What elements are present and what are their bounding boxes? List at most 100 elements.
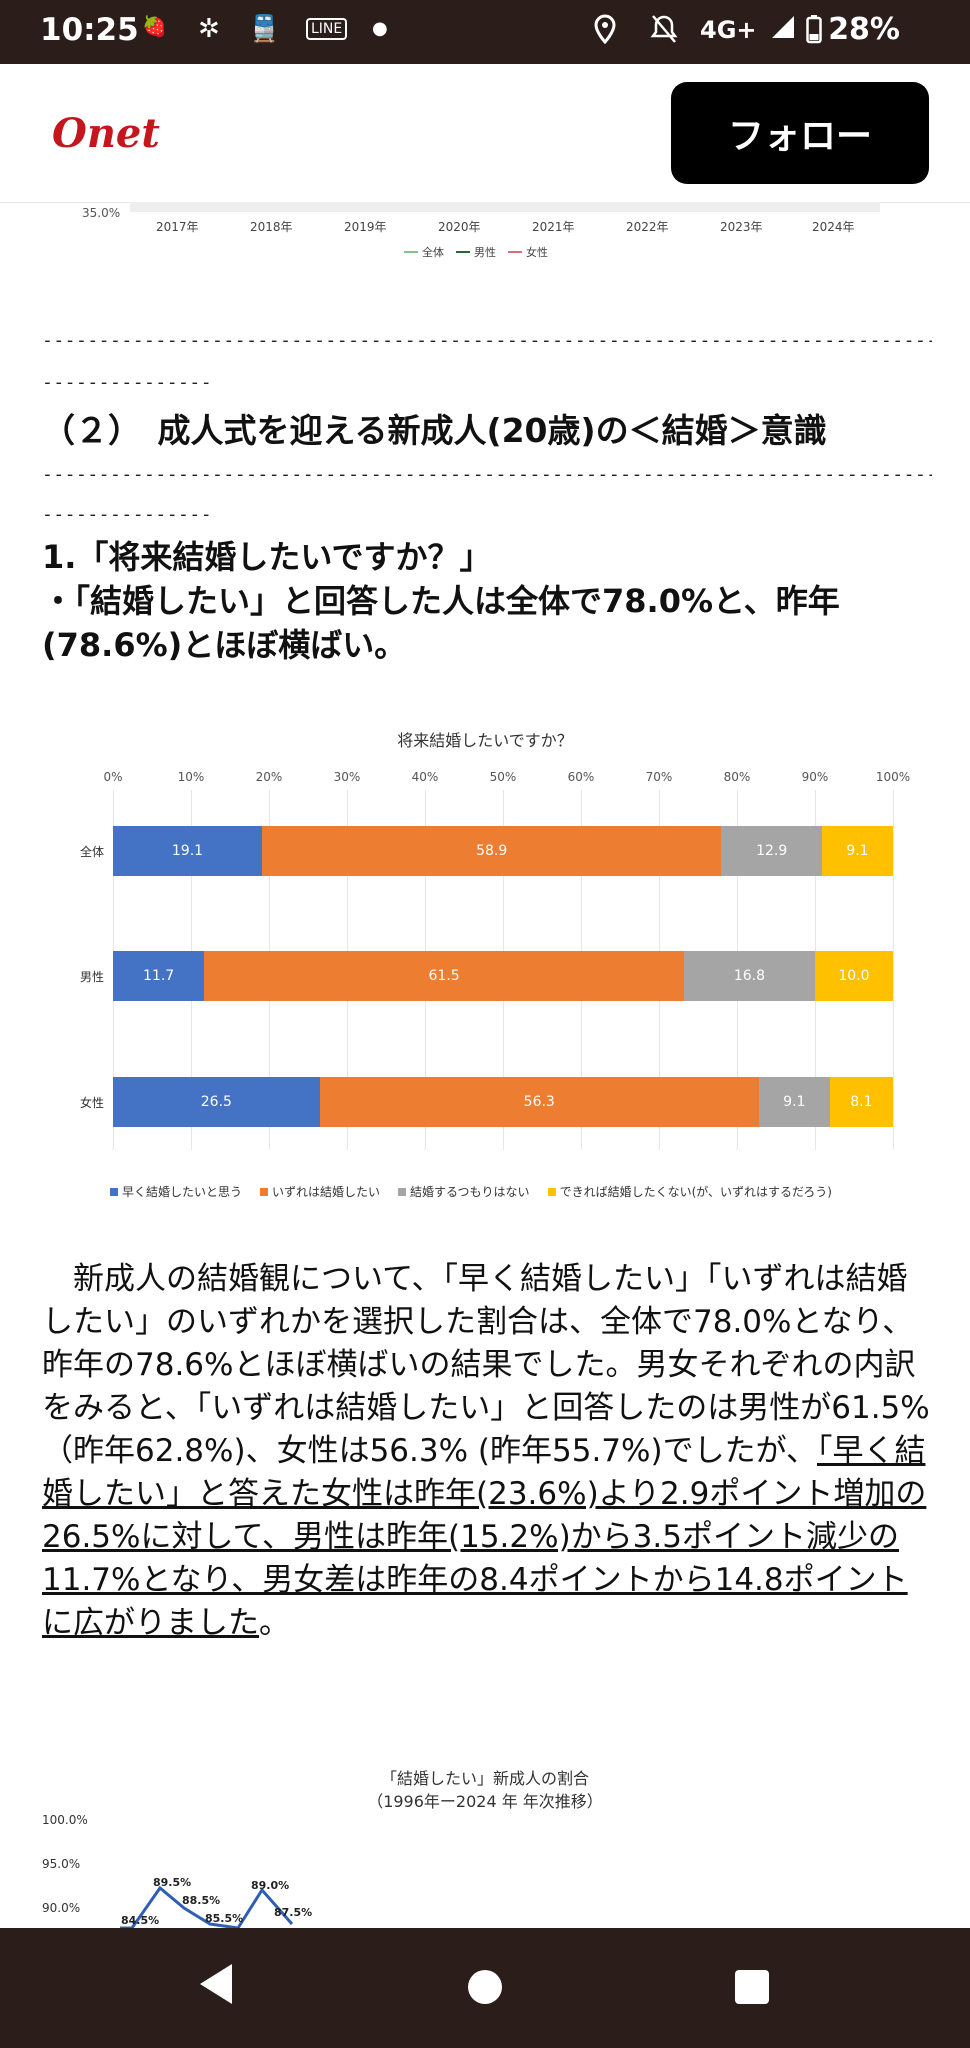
legend-item: 全体 — [404, 244, 444, 260]
y-tick: 35.0% — [82, 206, 121, 220]
x-tick: 60% — [567, 770, 595, 784]
x-tick: 40% — [411, 770, 439, 784]
line-manga-icon: LINE — [306, 18, 348, 40]
x-tick: 90% — [801, 770, 829, 784]
x-tick: 70% — [645, 770, 673, 784]
bar-segment: 10.0 — [814, 951, 893, 1001]
signal-icon — [770, 14, 796, 47]
app-header: Onet フォロー — [0, 64, 970, 203]
legend-label: できれば結婚したくない(が、いずれはするだろう) — [559, 1185, 832, 1199]
stacked-bar: 19.1 58.9 12.9 9.1 — [113, 826, 893, 876]
bar-segment: 9.1 — [821, 826, 893, 876]
legend-swatch — [110, 1188, 118, 1196]
bar-segment: 58.9 — [261, 826, 722, 876]
x-tick: 80% — [723, 770, 751, 784]
question-result: ・「結婚したい」と回答した人は全体で78.0%と、昨年(78.6%)とほぼ横ばい… — [42, 582, 840, 664]
recent-apps-icon[interactable] — [735, 1970, 769, 2004]
system-nav-bar — [0, 1928, 970, 2048]
battery-icon — [806, 14, 822, 51]
onet-logo[interactable]: Onet — [52, 110, 160, 157]
status-time: 10:25 — [40, 12, 139, 48]
legend-swatch — [260, 1188, 269, 1196]
x-tick: 10% — [177, 770, 205, 784]
category-label: 女性 — [80, 1096, 105, 1110]
legend-label: 早く結婚したいと思う — [122, 1185, 243, 1199]
x-tick: 2019年 — [344, 220, 387, 234]
mute-bell-icon — [650, 14, 678, 51]
plot-area-edge — [130, 202, 880, 212]
divider-dashes: ----------------------------------------… — [42, 464, 932, 485]
y-tick: 100.0% — [42, 1813, 88, 1827]
bar-segment: 9.1 — [758, 1077, 830, 1127]
x-tick: 30% — [333, 770, 361, 784]
bar-segment: 61.5 — [204, 951, 684, 1001]
x-tick: 2018年 — [250, 220, 293, 234]
data-label: 88.5% — [182, 1894, 221, 1907]
x-tick: 2022年 — [626, 220, 669, 234]
x-tick: 2024年 — [812, 220, 855, 234]
home-icon[interactable] — [468, 1970, 502, 2004]
location-icon — [592, 14, 618, 51]
pinwheel-icon: ✲ — [198, 14, 220, 44]
legend-item: 結婚するつもりはない — [398, 1183, 530, 1200]
chart-title: 「結婚したい」新成人の割合 — [380, 1769, 589, 1788]
chart-legend: 早く結婚したいと思う いずれは結婚したい 結婚するつもりはない できれば結婚したくない… — [110, 1183, 832, 1200]
legend-label: いずれは結婚したい — [272, 1185, 381, 1199]
underlined-text: 「早く結婚したい」と答えた女性は昨年(23.6%)より2.9ポイント増加の26.… — [42, 1433, 927, 1641]
bar-segment: 26.5 — [113, 1077, 320, 1127]
legend-item: できれば結婚したくない(が、いずれはするだろう) — [547, 1183, 832, 1200]
paragraph-text: 新成人の結婚観について、「早く結婚したい」「いずれは結婚したい」のいずれかを選択… — [42, 1261, 930, 1469]
article-paragraph: 新成人の結婚観について、「早く結婚したい」「いずれは結婚したい」のいずれかを選択… — [42, 1258, 932, 1645]
y-tick: 90.0% — [42, 1901, 81, 1915]
x-tick: 2020年 — [438, 220, 481, 234]
bar-segment: 19.1 — [113, 826, 262, 876]
data-label: 85.5% — [205, 1912, 244, 1925]
legend-swatch — [547, 1188, 556, 1196]
x-tick: 20% — [255, 770, 283, 784]
paragraph-end: 。 — [259, 1605, 290, 1641]
stacked-bar: 26.5 56.3 9.1 8.1 — [113, 1077, 893, 1127]
legend-swatch — [398, 1188, 407, 1196]
tabelog-app-icon: 🍓 — [142, 14, 167, 38]
grid-line — [893, 790, 894, 1150]
y-tick: 95.0% — [42, 1857, 81, 1871]
divider-dashes: --------------- — [42, 372, 213, 393]
data-label: 84.5% — [121, 1914, 160, 1927]
status-bar: 10:25 🍓 ✲ 🚆 LINE ● 4G+ 28% — [0, 0, 970, 64]
category-label: 全体 — [80, 845, 105, 859]
x-tick: 2021年 — [532, 220, 575, 234]
x-tick: 2017年 — [156, 220, 199, 234]
bar-segment: 8.1 — [829, 1077, 893, 1127]
x-tick: 0% — [103, 770, 123, 784]
category-label: 男性 — [80, 970, 105, 984]
divider-dashes: --------------- — [42, 504, 213, 525]
chart-subtitle: （1996年ー2024 年 年次推移） — [367, 1792, 603, 1811]
back-icon[interactable] — [196, 1962, 236, 2006]
x-tick: 100% — [875, 770, 911, 784]
divider-dashes: ----------------------------------------… — [42, 330, 932, 351]
battery-level: 28% — [828, 12, 900, 47]
trend-line — [120, 1885, 294, 1928]
dot-icon: ● — [372, 18, 388, 39]
stacked-bar: 11.7 61.5 16.8 10.0 — [113, 951, 893, 1001]
bar-segment: 11.7 — [113, 951, 205, 1001]
legend-label: 結婚するつもりはない — [410, 1185, 530, 1199]
legend-item: 男性 — [456, 244, 496, 260]
data-label: 87.5% — [274, 1906, 313, 1919]
bar-segment: 12.9 — [721, 826, 822, 876]
x-tick: 2023年 — [720, 220, 763, 234]
legend-item: いずれは結婚したい — [260, 1183, 380, 1200]
network-type: 4G+ — [700, 16, 757, 44]
question-title: 1.「将来結婚したいですか？」 — [42, 538, 492, 576]
x-tick: 50% — [489, 770, 517, 784]
train-icon: 🚆 — [248, 14, 281, 44]
question-summary: 1.「将来結婚したいですか？」 ・「結婚したい」と回答した人は全体で78.0%と… — [42, 535, 932, 667]
data-label: 89.0% — [251, 1879, 290, 1892]
section-heading: （２） 成人式を迎える新成人(20歳)の＜結婚＞意識 — [42, 411, 827, 450]
bar-segment: 16.8 — [683, 951, 815, 1001]
legend-item: 女性 — [508, 244, 548, 260]
bar-segment: 56.3 — [319, 1077, 759, 1127]
follow-button[interactable]: フォロー — [671, 82, 929, 184]
legend-item: 早く結婚したいと思う — [110, 1183, 242, 1200]
chart-title: 将来結婚したいですか？ — [397, 731, 573, 750]
